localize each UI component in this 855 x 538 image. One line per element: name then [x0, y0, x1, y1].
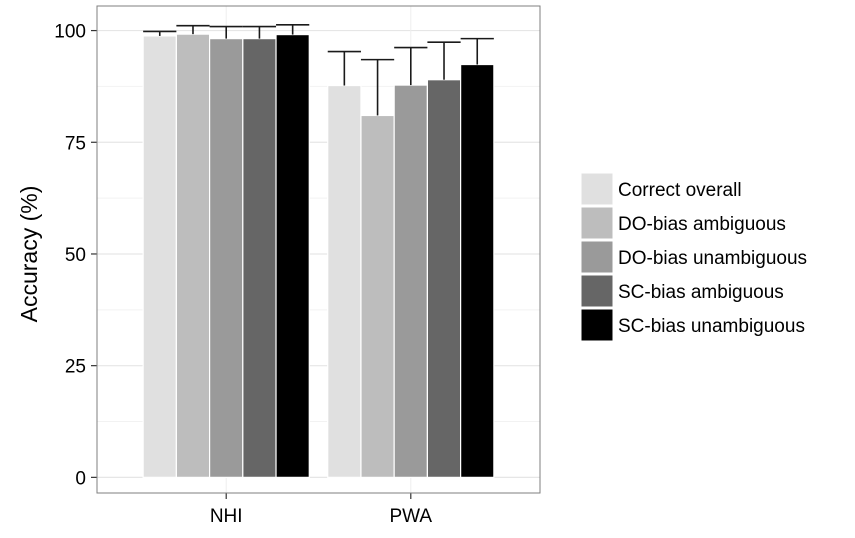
error-bars: [143, 23, 494, 116]
legend-label: DO-bias ambiguous: [618, 214, 786, 235]
legend-label: DO-bias unambiguous: [618, 248, 807, 269]
legend-swatch: [580, 274, 614, 308]
legend-label: Correct overall: [618, 180, 742, 201]
x-axis: NHI PWA: [210, 493, 433, 527]
legend-swatch: [580, 206, 614, 240]
y-tick-label: 75: [65, 133, 86, 154]
bar: [275, 33, 310, 478]
bar: [460, 63, 495, 478]
legend-label: SC-bias ambiguous: [618, 282, 784, 303]
plot-border: [96, 5, 541, 494]
legend: Correct overall DO-bias ambiguous DO-bias …: [579, 171, 807, 343]
bar: [393, 84, 429, 478]
legend-swatch: [580, 172, 614, 206]
legend-label: SC-bias unambiguous: [618, 316, 805, 337]
y-tick-label: 100: [54, 22, 86, 43]
x-tick-label: NHI: [210, 506, 243, 527]
bar: [142, 35, 177, 478]
bar: [208, 38, 244, 478]
legend-swatch: [580, 240, 614, 274]
bar: [426, 79, 462, 478]
bar: [360, 114, 395, 478]
bar: [242, 38, 277, 478]
y-axis: 0 25 50 75 100: [54, 22, 97, 489]
y-tick-label: 0: [75, 468, 86, 489]
bar: [327, 84, 362, 478]
y-tick-label: 50: [65, 245, 86, 266]
y-tick-label: 25: [65, 357, 86, 378]
y-axis-title: Accuracy (%): [16, 186, 42, 323]
legend-swatch: [580, 308, 614, 342]
bars: [142, 33, 495, 478]
x-tick-label: PWA: [390, 506, 433, 527]
bar: [175, 33, 211, 478]
